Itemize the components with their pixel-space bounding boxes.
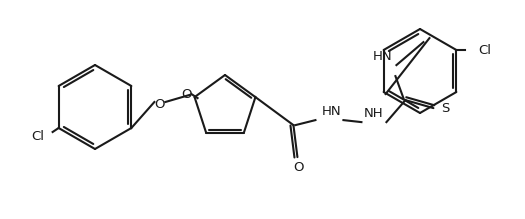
Text: S: S <box>441 102 449 115</box>
Text: O: O <box>154 97 165 111</box>
Text: HN: HN <box>322 105 341 118</box>
Text: O: O <box>181 88 192 101</box>
Text: NH: NH <box>364 107 383 120</box>
Text: O: O <box>293 161 303 174</box>
Text: HN: HN <box>373 50 392 63</box>
Text: Cl: Cl <box>478 44 491 57</box>
Text: Cl: Cl <box>32 129 45 143</box>
